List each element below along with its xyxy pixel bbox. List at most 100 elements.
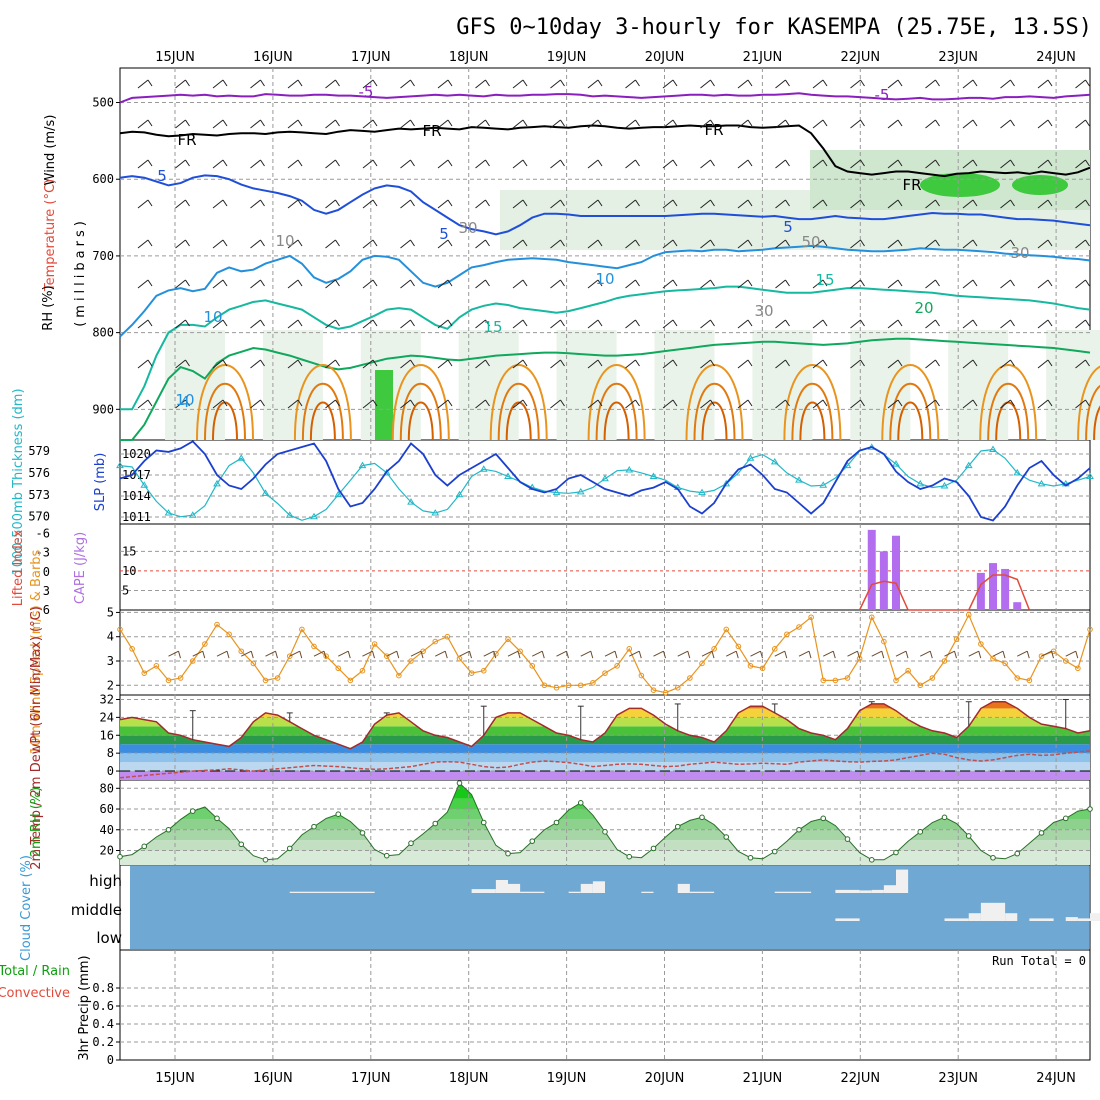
- cloud-bar-high: [896, 869, 909, 893]
- wind-barb: [550, 359, 561, 369]
- cloud-panel: [130, 866, 1100, 949]
- wind-barb-flag: [747, 119, 753, 127]
- wind-barb-flag: [297, 279, 303, 287]
- wind-barb: [700, 79, 711, 89]
- wind-barb-flag: [1085, 239, 1090, 247]
- cape-bar: [989, 563, 997, 610]
- wind-barb-flag: [635, 199, 640, 207]
- wind-barb-flag: [747, 399, 753, 407]
- slp-tick: 1020: [122, 447, 151, 461]
- wind-barb-flag: [297, 79, 303, 87]
- wind-barb: [925, 199, 936, 209]
- wind-speed-marker: [262, 677, 269, 684]
- wind-barb: [700, 319, 711, 329]
- wind-speed-marker: [1002, 660, 1008, 667]
- wind-barb-flag: [560, 79, 565, 87]
- wind-speed-marker: [541, 682, 548, 689]
- wind-barb-flag: [447, 79, 453, 87]
- wind-barb: [175, 319, 186, 329]
- wind-barb: [850, 359, 861, 369]
- wind10m-ylabel: 10m Wind Speed (m/s) & Barbs: [29, 549, 44, 754]
- wind-barb: [587, 239, 599, 249]
- wind-barb: [625, 279, 636, 289]
- slp-tick: 1017: [122, 468, 151, 482]
- frame-pc: [119, 949, 1091, 1061]
- wind-barb: [250, 359, 261, 369]
- y-tick-label: 8: [107, 746, 114, 760]
- cape-bar: [892, 535, 900, 610]
- wind-barb-flag: [785, 239, 790, 247]
- rh-marker: [238, 841, 245, 848]
- rh-high-patch: [920, 173, 1000, 197]
- wind-barb: [287, 79, 299, 89]
- wind-barb-flag: [560, 159, 565, 167]
- wind-barb: [362, 279, 374, 289]
- wind-barb-flag: [335, 199, 340, 207]
- wind-barb-flag: [185, 279, 190, 287]
- temperature-ylabel: 2m Temp / 2m DewPt (6hr Min/Max) (°C): [29, 606, 44, 869]
- wind10m-barb-flag: [396, 651, 400, 659]
- wind-barb-flag: [485, 79, 490, 87]
- wind-barb: [850, 319, 861, 329]
- wind-barb-flag: [222, 159, 228, 167]
- wind-barb: [400, 319, 411, 329]
- wind-barb-flag: [747, 239, 753, 247]
- contour-label: 10: [203, 308, 222, 326]
- wind10m-barb: [410, 650, 422, 657]
- wind-speed-marker: [856, 655, 863, 662]
- temp-band: [120, 753, 1090, 763]
- wind-barb-flag: [860, 199, 865, 207]
- wind-barb: [737, 159, 749, 169]
- wind10m-barb: [968, 650, 979, 657]
- wind-barb: [925, 359, 936, 369]
- rh-marker: [214, 815, 220, 822]
- wind-barb: [475, 399, 486, 409]
- warm-contour: [791, 382, 834, 441]
- wind-barb: [250, 279, 261, 289]
- wind10m-barb-flag: [857, 651, 860, 659]
- wind-barb-flag: [897, 119, 903, 127]
- wind-barb-flag: [260, 359, 265, 367]
- wind-barb-flag: [672, 199, 678, 207]
- wind-barb-flag: [447, 239, 453, 247]
- wind-speed-marker: [808, 614, 814, 621]
- wind-barb-flag: [597, 159, 603, 167]
- temp-band: [120, 744, 1090, 754]
- wind-barb: [700, 279, 711, 289]
- wind-barb-flag: [560, 199, 565, 207]
- cloud-ylabel: Cloud Cover (%): [19, 855, 34, 961]
- wind-barb: [775, 79, 786, 89]
- wind-barb-flag: [822, 119, 828, 127]
- wind-barb: [962, 119, 974, 129]
- date-label-bottom: 23JUN: [938, 1071, 978, 1086]
- wind-barb: [625, 399, 636, 409]
- cloud-bar-high: [689, 891, 715, 893]
- wind-barb-flag: [185, 159, 190, 167]
- cape-tick: 10: [122, 564, 136, 578]
- contour-label: 5: [783, 218, 793, 236]
- wind-barb-flag: [222, 239, 228, 247]
- wind-barb-flag: [935, 319, 940, 327]
- cloud-bar-high: [508, 883, 521, 893]
- wind-barb: [662, 319, 674, 329]
- wind-barb: [325, 279, 336, 289]
- wind-barb: [437, 79, 449, 89]
- date-label-top: 24JUN: [1036, 50, 1076, 65]
- thickness-tick: 570: [28, 510, 50, 524]
- wind-speed-marker: [844, 675, 851, 681]
- wind-barb-flag: [597, 279, 603, 287]
- wind-barb: [475, 359, 486, 369]
- wind-barb: [887, 119, 899, 129]
- wind-speed-marker: [990, 655, 996, 662]
- cloud-bar-high: [835, 889, 860, 893]
- contour-label: FR: [704, 121, 723, 139]
- slp-tick: 1014: [122, 489, 151, 503]
- wind-barb-flag: [897, 159, 903, 167]
- wind-barb-flag: [222, 119, 228, 127]
- rh-marker: [553, 819, 560, 826]
- wind-barb-flag: [822, 399, 828, 407]
- wind-barb-flag: [597, 199, 603, 207]
- wind-barb-flag: [1010, 359, 1015, 367]
- wind-barb: [737, 359, 749, 369]
- wind-barb: [925, 319, 936, 329]
